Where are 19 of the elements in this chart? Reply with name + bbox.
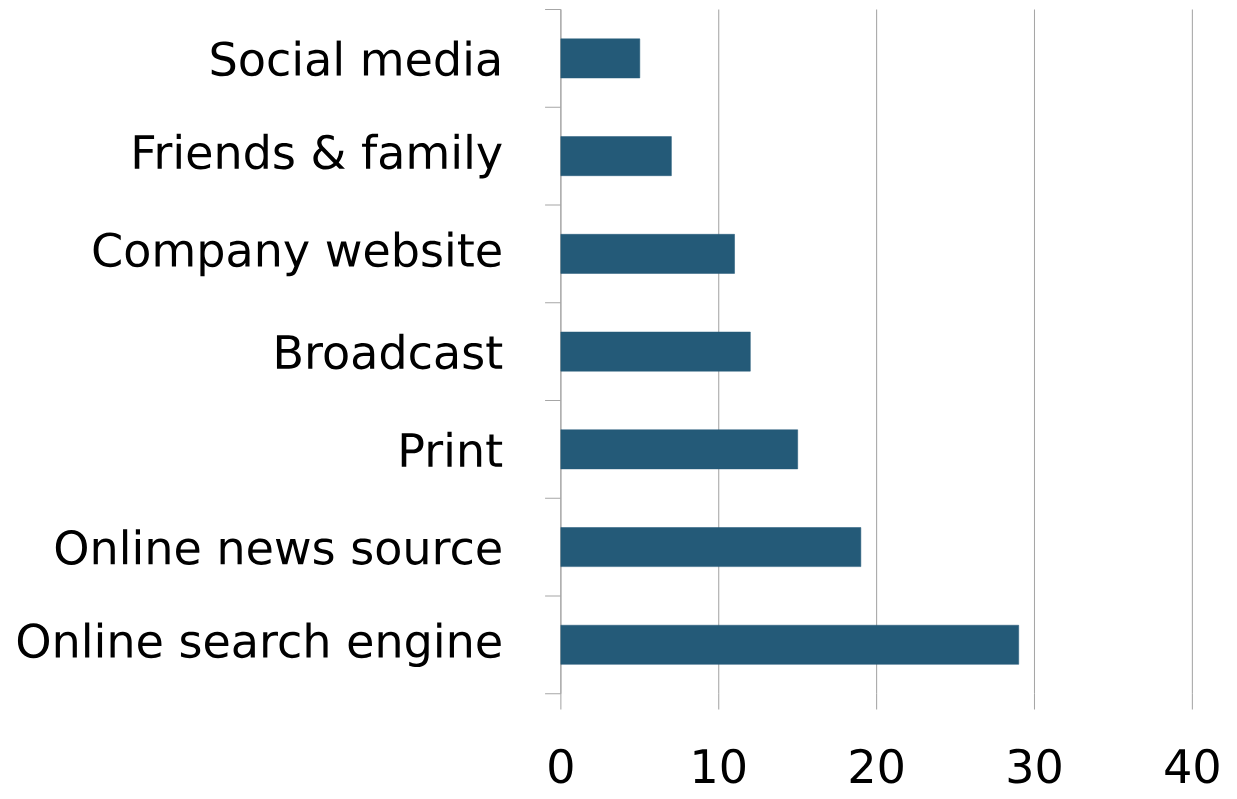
bar [560, 429, 798, 470]
bar [560, 331, 751, 372]
y-tick-label: Print [401, 431, 503, 467]
y-tick-label: Online news source [55, 529, 501, 565]
x-tick-label: 40 [1165, 748, 1219, 784]
x-tick-label: 20 [850, 748, 903, 784]
x-tick-label: 0 [549, 748, 573, 784]
y-tick-label: Company website [93, 231, 501, 277]
x-tick-label: 10 [694, 748, 745, 784]
x-tick-label: 30 [1008, 748, 1061, 784]
y-tick-label: Friends & family [134, 133, 502, 179]
bar [560, 625, 1019, 665]
y-tick-label: Social media [211, 40, 499, 77]
bar [560, 234, 735, 274]
y-tick-label: Online search engine [17, 622, 501, 668]
bar [560, 527, 862, 567]
bar [560, 38, 641, 79]
y-tick-label: Broadcast [276, 333, 503, 370]
bar [560, 136, 672, 177]
